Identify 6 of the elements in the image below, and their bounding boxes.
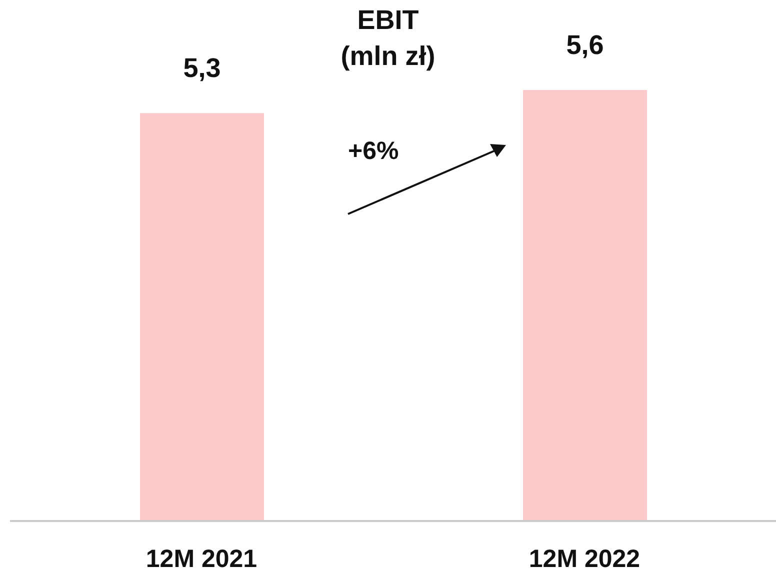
data-label: 5,3 bbox=[183, 53, 221, 84]
annotation: +6% bbox=[348, 137, 399, 166]
chart-title: EBIT (mln zł) bbox=[340, 4, 436, 73]
x-tick-label: 12M 2022 bbox=[528, 544, 640, 573]
x-tick-label: 12M 2021 bbox=[146, 544, 258, 573]
data-label: 5,6 bbox=[566, 30, 604, 60]
